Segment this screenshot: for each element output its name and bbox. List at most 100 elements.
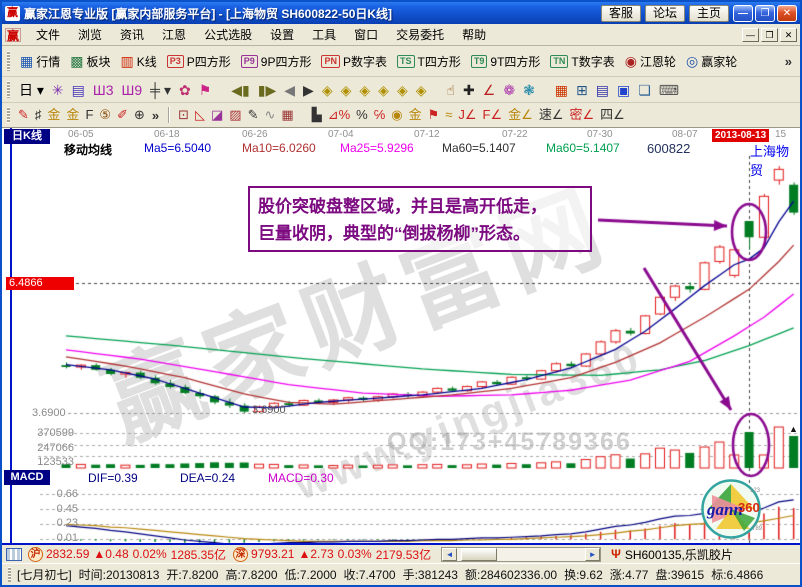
toolbar-grip[interactable] (7, 107, 10, 123)
maximize-button[interactable]: ❐ (755, 4, 775, 22)
scroll-right-button[interactable]: ► (585, 547, 601, 561)
fan-lines-tool[interactable]: ◺ (195, 107, 205, 122)
draw-overflow-button[interactable]: » (151, 107, 160, 123)
gold-circle-tool[interactable]: ◉ (391, 107, 403, 122)
close-button[interactable]: ✕ (777, 4, 797, 22)
menu-item[interactable]: 江恩 (162, 28, 187, 42)
first-page-button[interactable]: ◀▮ (231, 81, 250, 98)
calculator-button[interactable]: ⊞ (576, 81, 588, 98)
toolbar-overflow-button[interactable]: » (784, 53, 792, 69)
next-bar-button[interactable]: ▶ (303, 81, 314, 98)
p-square-button[interactable]: P3 P四方形 (162, 51, 236, 72)
save-button[interactable]: ▣ (617, 81, 631, 98)
forum-button[interactable]: 论坛 (644, 4, 685, 22)
gann-wheel-button[interactable]: ◉ 江恩轮 (624, 53, 676, 69)
fib-tool-button[interactable]: F (85, 107, 94, 122)
p9-square-button[interactable]: P9 9P四方形 (236, 51, 317, 72)
menu-item[interactable]: 交易委托 (396, 28, 445, 42)
gold-wave-tool[interactable]: ≈ (445, 107, 453, 122)
price-box-tool[interactable]: ⊡ (178, 107, 189, 122)
pattern-flower-button[interactable]: ✿ (178, 81, 191, 98)
gold-level-tool[interactable]: 金 (408, 107, 422, 122)
homepage-button[interactable]: 主页 (688, 4, 729, 22)
crosshair-tool-button[interactable]: ✚ (463, 81, 475, 98)
angle-density-tool[interactable]: 密∠ (569, 107, 595, 122)
gann-flower-button[interactable]: ❁ (503, 81, 516, 98)
sectors-button[interactable]: ▩ 板块 (70, 53, 111, 69)
window-layout-button[interactable]: ❏ (638, 81, 651, 98)
menu-item[interactable]: 设置 (270, 28, 295, 42)
print-button[interactable]: ⌨ (658, 81, 680, 98)
mdi-restore-button[interactable]: ❐ (761, 27, 778, 42)
expand-h-button[interactable]: ◈ (359, 81, 371, 98)
wave5-tool-button[interactable]: ⑤ (99, 107, 112, 122)
bars-9-button[interactable]: Ш9 (121, 81, 143, 98)
bars-3-button[interactable]: Ш3 (92, 81, 114, 98)
gold-line-button[interactable]: 金 (47, 107, 61, 122)
p-number-table-button[interactable]: PN P数字表 (316, 51, 392, 72)
zoom-out-button[interactable]: ◈ (321, 81, 333, 98)
mdi-minimize-button[interactable]: — (742, 27, 759, 42)
gold-section-button[interactable]: 金 (66, 107, 80, 122)
compress-v-button[interactable]: ◈ (415, 81, 427, 98)
customer-service-button[interactable]: 客服 (600, 4, 641, 22)
t9-square-button[interactable]: T9 9T四方形 (466, 51, 546, 72)
mark-flag-button[interactable]: ⚑ (198, 81, 212, 98)
prev-bar-button[interactable]: ◀ (284, 81, 296, 98)
expand-v-button[interactable]: ◈ (396, 81, 408, 98)
quote-table-icon[interactable] (6, 547, 22, 561)
menu-item[interactable]: 资讯 (120, 28, 145, 42)
hatch-box-tool[interactable]: ▨ (229, 107, 242, 122)
horizontal-scrollbar[interactable]: ◄ ► (441, 546, 602, 562)
report-button[interactable]: ▤ (595, 81, 609, 98)
macd-pane-tag[interactable]: MACD (4, 470, 50, 485)
wave-brain-button[interactable]: ❃ (523, 81, 535, 98)
scroll-left-button[interactable]: ◄ (442, 547, 458, 561)
zoom-in-button[interactable]: ◈ (340, 81, 352, 98)
wave-tool[interactable]: ∿ (264, 107, 276, 122)
toolbar-grip[interactable] (7, 81, 10, 98)
angle-f-tool[interactable]: F∠ (482, 107, 503, 122)
last-page-button[interactable]: ▮▶ (257, 81, 277, 98)
menu-item[interactable]: 浏览 (78, 28, 103, 42)
calendar-button[interactable]: ▦ (554, 81, 569, 98)
memo-button[interactable]: ▤ (71, 81, 85, 98)
ticker-stock-label[interactable]: SH600135,乐凯胶片 (624, 547, 733, 562)
menu-item[interactable]: 文件 (36, 28, 61, 42)
menu-item[interactable]: 帮助 (462, 28, 487, 42)
period-mode-tag[interactable]: 日K线 (4, 129, 50, 144)
compress-h-button[interactable]: ◈ (378, 81, 389, 98)
winner-wheel-button[interactable]: ◎ 赢家轮 (685, 53, 738, 69)
t-number-table-button[interactable]: TN T数字表 (545, 51, 619, 72)
menu-item[interactable]: 窗口 (354, 28, 379, 42)
minimize-button[interactable]: — (733, 4, 753, 22)
angle-speed-tool[interactable]: 速∠ (538, 107, 564, 122)
percent-line-tool[interactable]: ℅ (373, 107, 386, 122)
pencil-tool-button[interactable]: ✎ (18, 107, 29, 122)
matrix-grid-tool[interactable]: ▦ (281, 107, 294, 122)
quotes-button[interactable]: ▦ 行情 (20, 53, 61, 69)
gann-net-button[interactable]: ✳ (51, 81, 64, 98)
flag-mark-tool[interactable]: ⚑ (427, 107, 440, 122)
percent-retrace-tool[interactable]: ⊿% (327, 107, 351, 122)
angle-j-tool[interactable]: J∠ (458, 107, 477, 122)
trend-line-tool[interactable]: ✎ (247, 107, 259, 122)
mdi-close-button[interactable]: ✕ (780, 27, 797, 42)
box-fan-tool[interactable]: ◪ (211, 107, 224, 122)
angle-four-tool[interactable]: 四∠ (600, 107, 625, 122)
kline-button[interactable]: ▥ K线 (120, 53, 157, 69)
volume-profile-tool[interactable]: ▙ (311, 107, 322, 122)
period-day-button[interactable]: 日 ▾ (19, 81, 44, 98)
grid-lines-button[interactable]: ♯ (34, 107, 42, 122)
percent-tool[interactable]: % (356, 107, 368, 122)
toolbar-grip[interactable] (7, 51, 10, 71)
hand-tool-button[interactable]: ☝ (446, 81, 456, 98)
t-square-button[interactable]: TS T四方形 (392, 51, 466, 72)
brush-tool-button[interactable]: ✐ (117, 107, 128, 122)
angle-gold-tool[interactable]: 金∠ (508, 107, 533, 122)
circle-grid-button[interactable]: ⊕ (133, 107, 145, 122)
angle-measure-button[interactable]: ∠ (482, 81, 496, 98)
candle-style-button[interactable]: ╪ ▾ (150, 81, 171, 98)
scrollbar-thumb[interactable] (461, 547, 498, 561)
menu-item[interactable]: 工具 (312, 28, 337, 42)
